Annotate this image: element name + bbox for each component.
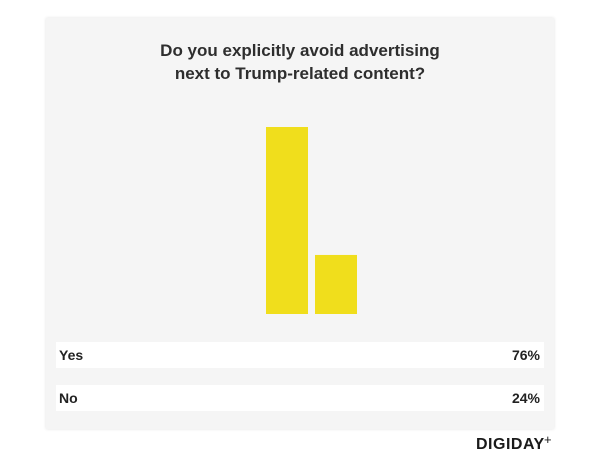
legend-label-yes: Yes	[59, 347, 84, 363]
legend-row-no: No 24%	[56, 385, 544, 411]
bar-chart	[266, 127, 357, 314]
chart-title-line-1: Do you explicitly avoid advertising	[160, 41, 440, 60]
chart-title: Do you explicitly avoid advertising next…	[46, 39, 554, 85]
legend-value-yes: 76%	[511, 347, 540, 363]
legend-row-yes: Yes 76%	[56, 342, 544, 368]
legend-value-no: 24%	[511, 390, 540, 406]
digiday-logo: DIGIDAY	[476, 436, 545, 453]
digiday-plus-mark: +	[544, 432, 552, 447]
chart-card: Do you explicitly avoid advertising next…	[46, 18, 554, 429]
legend-label-no: No	[59, 390, 78, 406]
bar-no	[315, 254, 357, 314]
chart-title-line-2: next to Trump-related content?	[174, 64, 426, 83]
bar-yes	[266, 127, 308, 314]
